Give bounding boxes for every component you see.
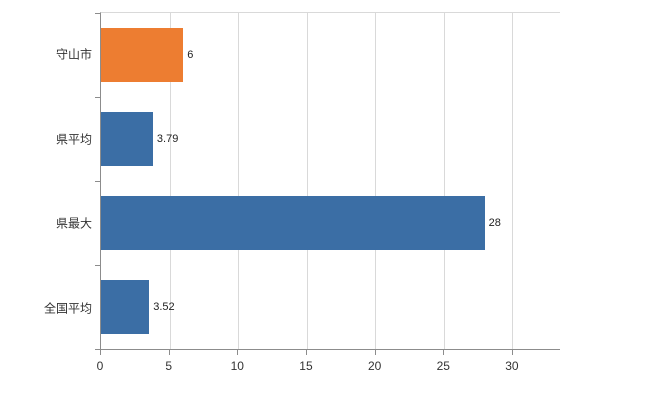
category-label: 守山市 xyxy=(55,47,92,62)
x-tick-label: 30 xyxy=(505,359,519,373)
bar xyxy=(101,195,485,251)
y-tick-mark xyxy=(95,349,100,350)
value-label: 3.52 xyxy=(153,301,175,313)
y-tick-mark xyxy=(95,265,100,266)
category-label: 県平均 xyxy=(55,132,92,147)
x-tick-mark xyxy=(305,350,307,355)
x-tick-mark xyxy=(168,350,170,355)
x-tick-mark xyxy=(511,350,513,355)
x-tick-mark xyxy=(443,350,445,355)
x-tick-mark xyxy=(374,350,376,355)
bar xyxy=(101,111,153,167)
y-axis-labels: 守山市県平均県最大全国平均 xyxy=(0,12,94,350)
y-tick-mark xyxy=(95,97,100,98)
category-label: 全国平均 xyxy=(43,301,92,316)
gridline xyxy=(169,13,171,349)
x-axis: 0 5 10 15 20 25 30 xyxy=(96,350,560,390)
x-tick-label: 25 xyxy=(436,359,450,373)
x-tick-label: 5 xyxy=(165,359,172,373)
chart-row: 3.79 xyxy=(101,97,560,181)
gridline xyxy=(512,13,514,349)
chart-row: 28 xyxy=(101,181,560,265)
bar xyxy=(101,27,184,83)
x-tick-mark xyxy=(237,350,239,355)
category-label: 県最大 xyxy=(55,216,92,231)
chart-row: 3.52 xyxy=(101,265,560,349)
bar xyxy=(101,279,150,335)
x-tick-label: 0 xyxy=(96,359,104,373)
value-label: 3.79 xyxy=(156,133,179,145)
x-tick-label: 15 xyxy=(299,359,313,373)
x-tick-label: 20 xyxy=(367,359,382,373)
y-tick-mark xyxy=(95,181,100,182)
gridline xyxy=(306,13,308,349)
x-tick-mark xyxy=(100,350,101,355)
gridline xyxy=(238,13,239,349)
x-tick-label: 10 xyxy=(230,359,244,373)
value-label: 28 xyxy=(488,217,501,229)
gridline xyxy=(443,13,445,349)
gridline xyxy=(375,13,377,349)
value-label: 6 xyxy=(187,49,194,61)
chart-row: 6 xyxy=(101,13,560,97)
plot-area: 6 3.79 28 3.52 xyxy=(95,12,560,350)
y-tick-mark xyxy=(95,13,100,14)
